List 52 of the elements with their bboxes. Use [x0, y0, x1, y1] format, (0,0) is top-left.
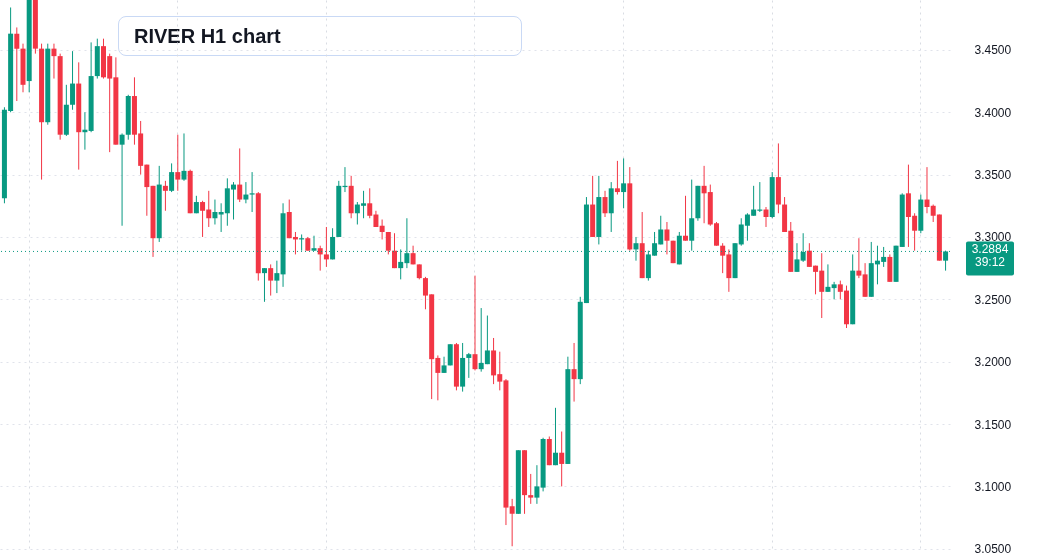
candlestick — [528, 473, 534, 505]
candlestick — [862, 262, 868, 298]
candlestick — [181, 132, 187, 182]
candlestick — [856, 237, 862, 279]
candlestick — [243, 181, 249, 204]
candlestick — [51, 43, 57, 80]
ref-line-label: 3.2884 — [971, 242, 1009, 257]
y-tick-label: 3.4500 — [974, 43, 1012, 58]
candlestick — [664, 221, 670, 255]
candlestick — [392, 232, 398, 269]
candlestick — [317, 245, 323, 272]
candlestick — [534, 464, 540, 505]
candlestick — [614, 160, 620, 196]
candlestick — [509, 498, 515, 547]
candlestick — [249, 171, 255, 213]
candlestick — [689, 179, 695, 252]
candlestick — [763, 206, 769, 228]
candlestick — [274, 260, 280, 294]
y-tick-label: 3.4000 — [974, 105, 1012, 120]
y-tick-label: 3.1500 — [974, 417, 1012, 432]
candlestick — [831, 281, 837, 300]
candlestick — [559, 431, 565, 487]
candlestick — [169, 162, 175, 193]
candlestick — [162, 180, 168, 212]
text: 39:12 — [974, 255, 1006, 270]
candlestick — [14, 26, 20, 102]
candlestick — [552, 407, 558, 466]
y-tick-label: 3.3000 — [974, 230, 1012, 245]
candlestick — [621, 157, 627, 209]
candlestick — [571, 342, 577, 403]
candlestick — [175, 134, 181, 192]
y-tick-label: 3.3500 — [974, 168, 1012, 183]
candlestick — [261, 267, 267, 303]
candlestick — [683, 195, 689, 242]
candlestick — [825, 263, 831, 293]
candlestick — [212, 199, 218, 225]
y-tick-label: 3.1000 — [974, 479, 1012, 494]
text: RIVER H1 chart — [118, 16, 522, 56]
y-tick-label: 3.0500 — [974, 542, 1012, 557]
candlestick — [70, 50, 76, 111]
candlestick — [472, 275, 478, 371]
candlestick — [323, 226, 329, 268]
candlestick — [379, 219, 385, 240]
candlestick — [924, 166, 930, 214]
candlestick — [602, 190, 608, 218]
candlestick — [441, 356, 447, 374]
candlestick — [119, 132, 125, 227]
candlestick — [268, 263, 274, 297]
candlestick — [466, 352, 472, 379]
candlestick — [237, 147, 243, 203]
y-tick-label: 3.2000 — [974, 355, 1012, 370]
y-tick-label: 3.2500 — [974, 292, 1012, 307]
